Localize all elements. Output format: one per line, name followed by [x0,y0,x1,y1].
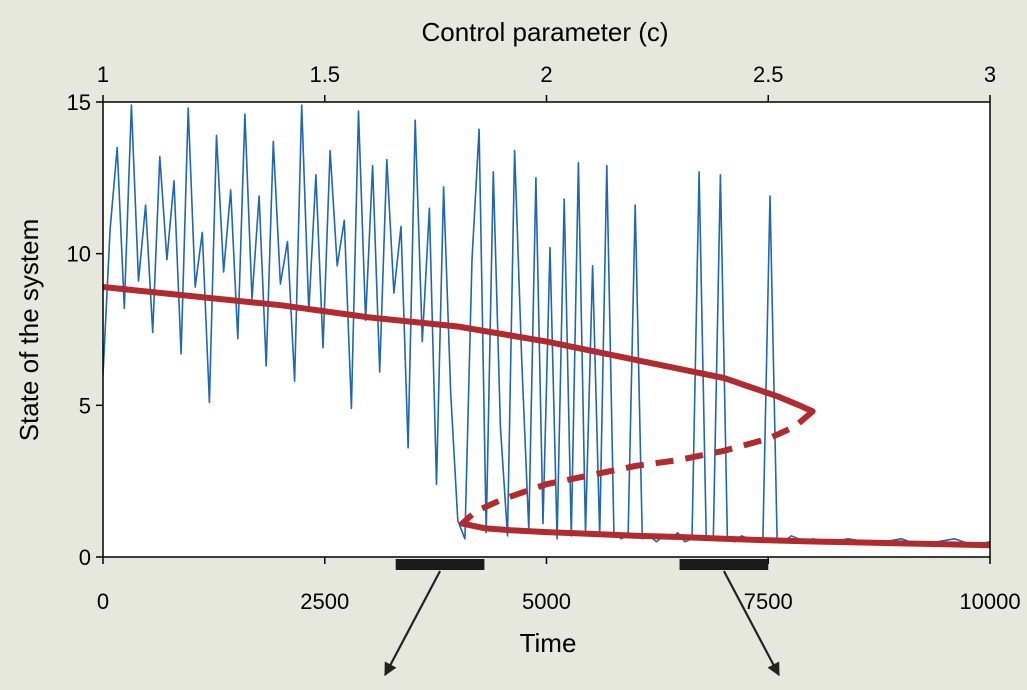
y-tick-label: 10 [67,242,91,267]
time-window-bars [395,559,769,570]
x-tick-label: 5000 [522,589,571,614]
y-axis-ticks: 0 5 10 15 [67,90,103,570]
arrows-layer [384,570,780,677]
zoom-arrow [384,570,442,677]
x-axis-ticks: 0 2500 5000 7500 10000 [97,557,1021,614]
x-axis-title: Time [520,628,577,658]
top-axis-ticks: 1 1.5 2 2.5 3 [97,62,996,102]
time-window-bar [395,559,485,570]
y-axis-title: State of the system [14,219,44,442]
time-window-bar [679,559,769,570]
series-equilibrium-dashed-2 [460,409,815,526]
zoom-arrow [722,570,780,677]
x-tick-label: 10000 [959,589,1020,614]
series-layer [103,104,990,549]
y-tick-label: 0 [79,545,91,570]
top-tick-label: 2 [540,62,552,87]
y-tick-label: 15 [67,90,91,115]
top-tick-label: 1 [97,62,109,87]
series-equilibrium-solid-3 [459,520,990,549]
plot-area [103,102,990,557]
top-tick-label: 3 [984,62,996,87]
series-equilibrium-solid-1 [103,284,816,415]
x-tick-label: 2500 [300,589,349,614]
top-tick-label: 1.5 [309,62,340,87]
top-tick-label: 2.5 [753,62,784,87]
x-tick-label: 0 [97,589,109,614]
top-axis-title: Control parameter (c) [421,17,668,47]
x-tick-label: 7500 [744,589,793,614]
y-tick-label: 5 [79,393,91,418]
